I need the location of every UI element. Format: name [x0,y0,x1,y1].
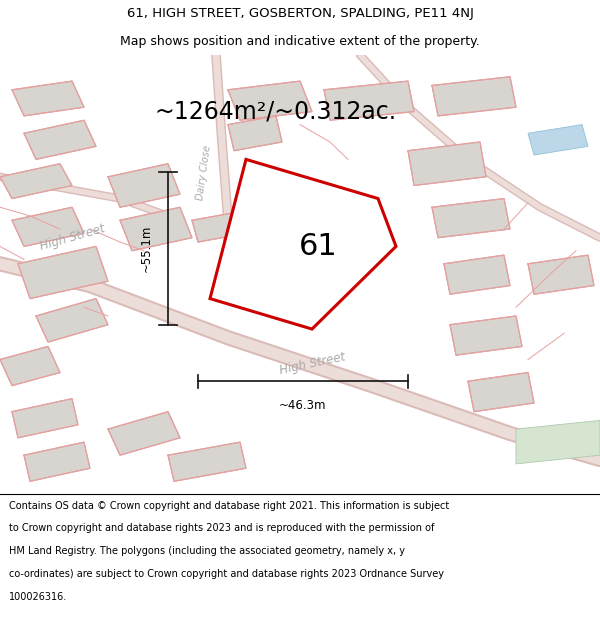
Text: Dairy Close: Dairy Close [195,144,213,201]
Text: 61, HIGH STREET, GOSBERTON, SPALDING, PE11 4NJ: 61, HIGH STREET, GOSBERTON, SPALDING, PE… [127,8,473,20]
Polygon shape [432,77,516,116]
Text: ~1264m²/~0.312ac.: ~1264m²/~0.312ac. [155,99,397,124]
Polygon shape [36,299,108,342]
Text: 61: 61 [299,232,337,261]
Polygon shape [0,164,72,199]
Polygon shape [432,199,510,238]
Text: High Street: High Street [38,222,106,253]
Polygon shape [108,412,180,455]
Polygon shape [228,81,312,120]
Text: HM Land Registry. The polygons (including the associated geometry, namely x, y: HM Land Registry. The polygons (includin… [9,546,405,556]
Polygon shape [0,346,60,386]
Text: High Street: High Street [278,351,346,377]
Polygon shape [192,212,246,242]
Polygon shape [228,116,282,151]
Polygon shape [108,164,180,208]
Polygon shape [528,255,594,294]
Polygon shape [24,120,96,159]
Text: ~55.1m: ~55.1m [140,225,153,272]
Text: Map shows position and indicative extent of the property.: Map shows position and indicative extent… [120,35,480,48]
Polygon shape [12,399,78,437]
Polygon shape [12,208,84,246]
Text: co-ordinates) are subject to Crown copyright and database rights 2023 Ordnance S: co-ordinates) are subject to Crown copyr… [9,569,444,579]
Polygon shape [210,159,396,329]
Text: Contains OS data © Crown copyright and database right 2021. This information is : Contains OS data © Crown copyright and d… [9,501,449,511]
Polygon shape [468,372,534,412]
Polygon shape [12,81,84,116]
Polygon shape [516,421,600,464]
Polygon shape [24,442,90,481]
Polygon shape [444,255,510,294]
Text: to Crown copyright and database rights 2023 and is reproduced with the permissio: to Crown copyright and database rights 2… [9,524,434,534]
Text: ~46.3m: ~46.3m [279,399,327,412]
Polygon shape [408,142,486,186]
Polygon shape [450,316,522,355]
Text: 100026316.: 100026316. [9,591,67,601]
Polygon shape [120,208,192,251]
Polygon shape [168,442,246,481]
Polygon shape [528,124,588,155]
Polygon shape [324,81,414,120]
Polygon shape [18,246,108,299]
